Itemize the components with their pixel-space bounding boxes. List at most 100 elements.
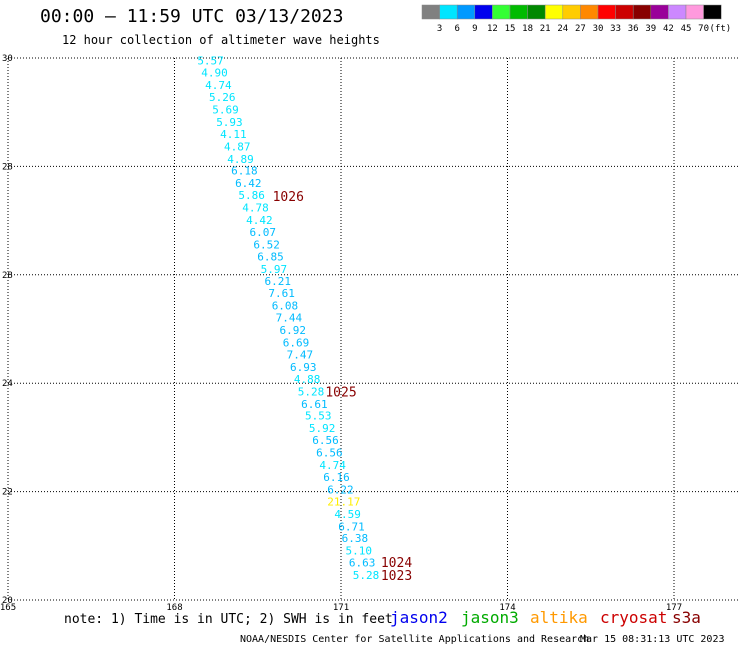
data-point-label: 4.59 xyxy=(334,508,361,521)
data-point-label: 5.28 xyxy=(298,385,325,398)
pressure-label: 1024 xyxy=(381,556,412,571)
data-point-label: 6.56 xyxy=(312,434,339,447)
legend-label: (ft) xyxy=(710,24,732,34)
legend-label: 18 xyxy=(522,24,533,34)
legend-label: 70 xyxy=(698,24,709,34)
x-tick-label: 168 xyxy=(166,603,182,613)
legend-swatch xyxy=(650,4,669,20)
data-point-label: 6.52 xyxy=(253,238,280,251)
data-point-label: 6.07 xyxy=(249,226,276,239)
data-point-label: 6.85 xyxy=(257,250,284,263)
data-point-label: 4.89 xyxy=(227,153,254,166)
legend-swatch xyxy=(492,4,511,20)
data-point-label: 6.71 xyxy=(338,520,365,533)
data-point-label: 5.57 xyxy=(197,55,224,68)
data-point-label: 6.08 xyxy=(272,300,299,313)
x-tick-label: 171 xyxy=(333,603,349,613)
legend-swatch xyxy=(421,4,440,20)
chart-title: 00:00 – 11:59 UTC 03/13/2023 xyxy=(40,6,344,27)
data-point-label: 6.56 xyxy=(316,447,343,460)
legend-swatch xyxy=(456,4,476,20)
y-tick-label: 24 xyxy=(2,379,13,389)
legend-label: 24 xyxy=(557,24,568,34)
y-tick-label: 28 xyxy=(2,162,13,172)
x-tick-label: 177 xyxy=(666,603,682,613)
legend-label: 27 xyxy=(575,24,586,34)
data-point-label: 7.61 xyxy=(268,287,295,300)
satellite-label-cryosat: cryosat xyxy=(600,608,668,627)
legend-label: 30 xyxy=(593,24,604,34)
data-point-label: 7.44 xyxy=(276,312,303,325)
legend-label: 36 xyxy=(628,24,639,34)
data-point-label: 6.93 xyxy=(290,361,317,374)
legend-swatch xyxy=(632,4,652,20)
y-tick-label: 22 xyxy=(2,488,13,498)
data-point-label: 5.53 xyxy=(305,410,332,423)
legend-label: 33 xyxy=(610,24,621,34)
legend-label: 3 xyxy=(437,24,442,34)
legend-swatch xyxy=(562,4,581,20)
satellite-label-jason3: jason3 xyxy=(461,608,519,627)
data-point-label: 4.42 xyxy=(246,214,273,227)
data-point-label: 5.10 xyxy=(346,545,373,558)
data-point-label: 6.61 xyxy=(301,398,328,411)
legend-swatch xyxy=(544,4,564,20)
data-point-label: 6.18 xyxy=(231,165,258,178)
pressure-label: 1023 xyxy=(381,569,412,584)
data-point-label: 6.63 xyxy=(349,557,376,570)
data-point-label: 4.87 xyxy=(224,140,251,153)
data-point-label: 6.22 xyxy=(327,483,354,496)
data-point-label: 5.26 xyxy=(209,91,236,104)
legend-swatch xyxy=(527,4,546,20)
legend-swatch xyxy=(597,4,616,20)
legend-label: 9 xyxy=(472,24,477,34)
y-tick-label: 30 xyxy=(2,54,13,64)
x-tick-label: 174 xyxy=(499,603,515,613)
y-tick-label: 20 xyxy=(2,596,13,606)
data-point-label: 4.78 xyxy=(242,202,269,215)
data-point-label: 6.38 xyxy=(342,532,369,545)
data-point-label: 5.93 xyxy=(216,116,243,129)
footer-credit: NOAA/NESDIS Center for Satellite Applica… xyxy=(240,634,590,645)
footer-note: note: 1) Time is in UTC; 2) SWH is in fe… xyxy=(64,612,393,627)
pressure-label: 1026 xyxy=(273,190,304,205)
data-point-label: 4.90 xyxy=(201,67,228,80)
legend-label: 45 xyxy=(681,24,692,34)
legend-swatch xyxy=(668,4,687,20)
data-point-label: 4.88 xyxy=(294,373,321,386)
data-point-label: 4.11 xyxy=(220,128,247,141)
legend-label: 12 xyxy=(487,24,498,34)
data-point-label: 5.86 xyxy=(238,189,265,202)
data-point-label: 21.17 xyxy=(327,495,360,508)
data-point-label: 7.47 xyxy=(287,348,314,361)
satellite-label-altika: altika xyxy=(530,608,588,627)
legend-label: 6 xyxy=(454,24,459,34)
data-point-label: 5.92 xyxy=(309,422,336,435)
data-point-label: 5.97 xyxy=(261,263,288,276)
data-point-label: 4.74 xyxy=(319,459,346,472)
data-point-label: 5.28 xyxy=(353,569,380,582)
chart-subtitle: 12 hour collection of altimeter wave hei… xyxy=(62,33,380,47)
data-point-label: 6.42 xyxy=(235,177,262,190)
legend-label: 39 xyxy=(645,24,656,34)
satellite-label-s3a: s3a xyxy=(672,608,701,627)
pressure-label: 1025 xyxy=(325,385,356,400)
legend-swatch xyxy=(580,4,599,20)
data-point-label: 6.69 xyxy=(283,337,310,350)
data-point-label: 6.92 xyxy=(279,324,306,337)
satellite-label-jason2: jason2 xyxy=(390,608,448,627)
legend-label: 21 xyxy=(540,24,551,34)
data-point-label: 4.74 xyxy=(205,79,232,92)
y-tick-label: 28 xyxy=(2,271,13,281)
legend-swatch xyxy=(703,4,722,20)
x-tick-label: 165 xyxy=(0,603,16,613)
data-point-label: 5.69 xyxy=(212,103,239,116)
legend-swatch xyxy=(439,4,458,20)
legend-label: 42 xyxy=(663,24,674,34)
data-point-label: 6.21 xyxy=(264,275,291,288)
legend-swatch xyxy=(509,4,528,20)
legend-swatch xyxy=(685,4,704,20)
footer-timestamp: Mar 15 08:31:13 UTC 2023 xyxy=(580,634,725,645)
data-point-label: 6.16 xyxy=(323,471,350,484)
